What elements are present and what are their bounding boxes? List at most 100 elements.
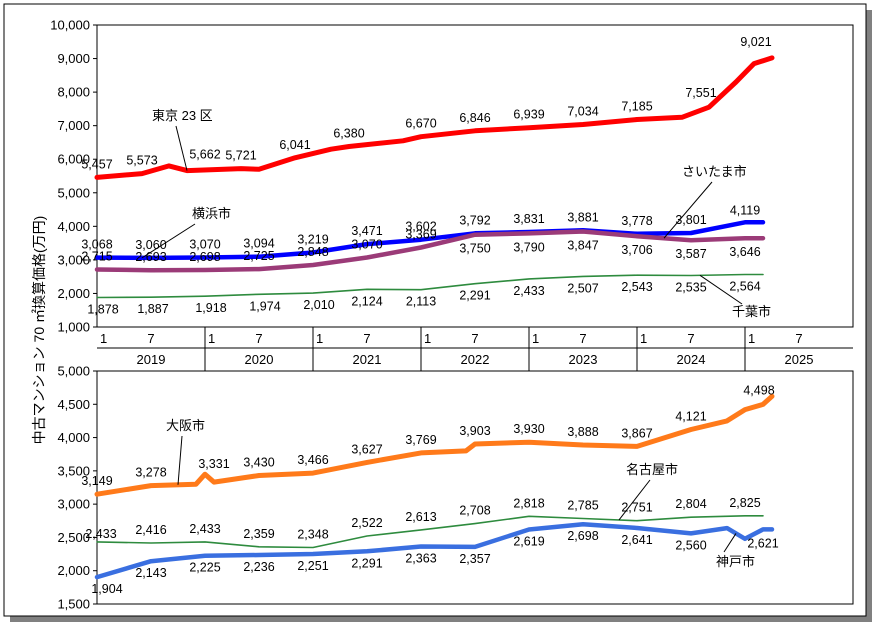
data-label: 2,291 bbox=[351, 556, 382, 570]
data-label: 1,887 bbox=[137, 302, 168, 316]
series-line-top-2 bbox=[94, 229, 766, 273]
bottom-y-tick-label: 4,500 bbox=[57, 397, 90, 412]
data-label: 5,662 bbox=[189, 148, 220, 162]
data-label: 4,498 bbox=[743, 383, 774, 397]
series-callout-leader bbox=[618, 479, 651, 521]
top-y-tick-label: 1,000 bbox=[57, 320, 90, 335]
data-label: 3,466 bbox=[297, 453, 328, 467]
top-y-tick-label: 8,000 bbox=[57, 85, 90, 100]
x-axis: 1 7 2019 1 7 2020 1 7 2021 1 7 2022 1 7 2023 1 7 2024 1 7 20… bbox=[97, 327, 853, 371]
data-label: 3,888 bbox=[567, 425, 598, 439]
series-line-bottom-0 bbox=[94, 393, 775, 497]
data-label: 3,706 bbox=[621, 243, 652, 257]
panel-bottom: 1,500 2,000 2,500 3,000 3,500 4,000 4,500 5,000… bbox=[57, 364, 854, 612]
data-label: 2,560 bbox=[675, 538, 706, 552]
data-label: 2,543 bbox=[621, 280, 652, 294]
data-label: 2,433 bbox=[85, 527, 116, 541]
top-y-tick-label: 2,000 bbox=[57, 286, 90, 301]
bottom-y-tick-label: 4,000 bbox=[57, 430, 90, 445]
data-label: 2,804 bbox=[675, 497, 706, 511]
data-label: 6,939 bbox=[513, 108, 544, 122]
x-year-label: 2020 bbox=[245, 352, 274, 367]
data-label: 7,551 bbox=[685, 86, 716, 100]
bottom-y-tick-label: 2,000 bbox=[57, 563, 90, 578]
series-callout-leader bbox=[141, 223, 196, 259]
data-label: 2,507 bbox=[567, 281, 598, 295]
data-label: 2,010 bbox=[303, 298, 334, 312]
data-label: 2,359 bbox=[243, 527, 274, 541]
data-label: 3,778 bbox=[621, 214, 652, 228]
data-label: 3,587 bbox=[675, 247, 706, 261]
data-label: 2,825 bbox=[729, 496, 760, 510]
data-label: 9,021 bbox=[740, 35, 771, 49]
top-y-tick-label: 5,000 bbox=[57, 185, 90, 200]
data-label: 2,698 bbox=[567, 529, 598, 543]
data-label: 3,331 bbox=[198, 457, 229, 471]
data-label: 2,357 bbox=[459, 552, 490, 566]
data-label: 5,721 bbox=[225, 149, 256, 163]
x-month-tick-label: 1 bbox=[532, 331, 539, 346]
series-name-label: 大阪市 bbox=[166, 418, 205, 433]
series-name-label: 横浜市 bbox=[192, 206, 231, 221]
data-label: 3,831 bbox=[513, 212, 544, 226]
data-label: 5,573 bbox=[126, 154, 157, 168]
data-label: 1,904 bbox=[91, 582, 122, 596]
data-label: 2,564 bbox=[729, 280, 760, 294]
data-label: 2,522 bbox=[351, 516, 382, 530]
data-label: 2,363 bbox=[405, 552, 436, 566]
x-month-tick-label: 1 bbox=[100, 331, 107, 346]
data-label: 2,348 bbox=[297, 528, 328, 542]
data-label: 1,974 bbox=[249, 299, 280, 313]
data-label: 4,119 bbox=[730, 203, 760, 217]
data-label: 2,621 bbox=[747, 536, 778, 550]
series-callout-leader bbox=[177, 435, 183, 485]
data-label: 4,121 bbox=[675, 410, 706, 424]
frame-border bbox=[3, 3, 867, 617]
data-label: 3,219 bbox=[297, 233, 328, 247]
series-name-label: 神戸市 bbox=[716, 554, 755, 569]
bottom-plot-area bbox=[96, 370, 854, 605]
data-label: 2,785 bbox=[567, 498, 598, 512]
bottom-y-tick-label: 3,500 bbox=[57, 463, 90, 478]
series-line-bottom-1 bbox=[96, 514, 764, 549]
x-month-tick-label: 7 bbox=[147, 331, 154, 346]
data-label: 3,769 bbox=[405, 433, 436, 447]
data-label: 3,070 bbox=[189, 238, 220, 252]
data-label: 6,380 bbox=[333, 126, 364, 140]
top-y-tick-label: 6,000 bbox=[57, 152, 90, 167]
series-callout-leader bbox=[699, 274, 743, 305]
data-label: 3,903 bbox=[459, 424, 490, 438]
data-label: 2,225 bbox=[189, 561, 220, 575]
data-label: 1,918 bbox=[195, 301, 226, 315]
data-label: 2,751 bbox=[621, 501, 652, 515]
data-label: 6,846 bbox=[459, 111, 490, 125]
data-label: 3,930 bbox=[513, 422, 544, 436]
data-label: 3,790 bbox=[513, 240, 544, 254]
series-line-top-1 bbox=[94, 220, 766, 261]
x-month-tick-label: 7 bbox=[471, 331, 478, 346]
data-label: 2,143 bbox=[135, 566, 166, 580]
panel-top: 1,000 2,000 3,000 4,000 5,000 6,000 7,000 8,000… bbox=[50, 18, 854, 335]
data-label: 2,619 bbox=[513, 535, 544, 549]
data-label: 3,068 bbox=[81, 238, 112, 252]
data-label: 2,291 bbox=[459, 289, 490, 303]
top-y-tick-label: 4,000 bbox=[57, 219, 90, 234]
data-label: 2,818 bbox=[513, 496, 544, 510]
data-label: 3,471 bbox=[351, 224, 382, 238]
series-name-label: 東京 23 区 bbox=[152, 108, 213, 123]
data-label: 6,670 bbox=[405, 117, 436, 131]
bottom-y-tick-label: 5,000 bbox=[57, 364, 90, 379]
series-callout-leader bbox=[663, 181, 713, 239]
data-label: 3,792 bbox=[459, 213, 490, 227]
data-label: 3,094 bbox=[243, 237, 274, 251]
x-year-label: 2021 bbox=[353, 352, 382, 367]
data-label: 3,430 bbox=[243, 456, 274, 470]
data-label: 5,457 bbox=[81, 157, 112, 171]
x-year-label: 2024 bbox=[677, 352, 706, 367]
data-label: 2,433 bbox=[189, 522, 220, 536]
data-label: 2,236 bbox=[243, 560, 274, 574]
data-label: 3,881 bbox=[567, 210, 598, 224]
data-label: 3,750 bbox=[459, 242, 490, 256]
x-year-label: 2025 bbox=[785, 352, 814, 367]
